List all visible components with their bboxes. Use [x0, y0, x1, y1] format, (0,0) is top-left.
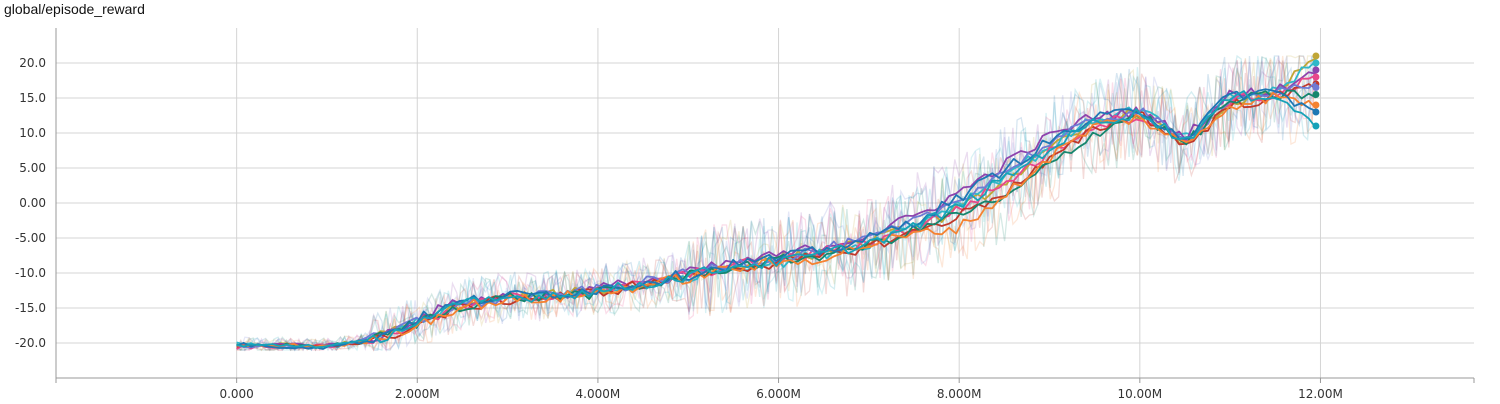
series-raw-line — [236, 55, 1317, 352]
series-end-point — [1312, 73, 1320, 81]
series-end-point — [1312, 122, 1320, 130]
series-raw-line — [236, 55, 1317, 352]
x-tick-label: 4.000M — [576, 387, 621, 401]
series-raw-line — [236, 55, 1317, 352]
x-tick-label: 6.000M — [756, 387, 801, 401]
series-end-point — [1312, 52, 1320, 60]
series-raw-line — [236, 55, 1317, 352]
y-tick-label: -10.0 — [15, 266, 46, 280]
series-end-point — [1312, 66, 1320, 74]
y-tick-label: 10.0 — [19, 126, 46, 140]
series-end-point — [1312, 108, 1320, 116]
series-raw-line — [236, 55, 1317, 352]
series-end-point — [1312, 59, 1320, 67]
y-tick-label: 20.0 — [19, 56, 46, 70]
series-line — [236, 71, 1317, 349]
series-end-point — [1312, 101, 1320, 109]
y-tick-label: 0.00 — [19, 196, 46, 210]
y-tick-label: -20.0 — [15, 336, 46, 350]
series-end-point — [1312, 91, 1320, 98]
x-tick-label: 10.00M — [1117, 387, 1162, 401]
series-raw-line — [236, 55, 1317, 352]
x-tick-label: 2.000M — [395, 387, 440, 401]
series-raw-line — [236, 55, 1317, 352]
y-tick-label: -5.00 — [15, 231, 46, 245]
x-tick-label: 8.000M — [937, 387, 982, 401]
series-end-point — [1312, 84, 1320, 91]
series-raw-line — [236, 54, 1317, 352]
chart-title: global/episode_reward — [4, 1, 145, 17]
y-tick-label: 5.00 — [19, 161, 46, 175]
series-line — [236, 90, 1317, 349]
y-tick-label: 15.0 — [19, 91, 46, 105]
y-tick-label: -15.0 — [15, 301, 46, 315]
x-tick-label: 0.000 — [219, 387, 253, 401]
x-tick-label: 12.00M — [1298, 387, 1343, 401]
